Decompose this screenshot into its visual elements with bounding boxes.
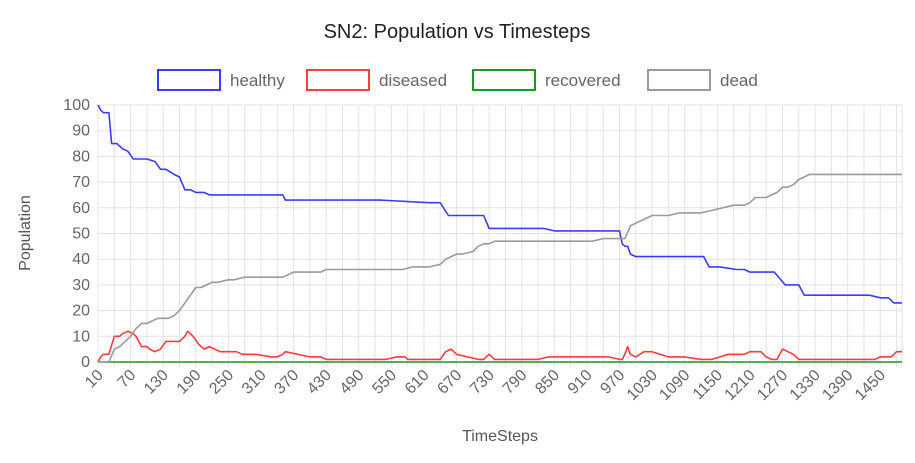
- x-tick-label: 370: [271, 367, 302, 398]
- x-tick-label: 730: [467, 367, 498, 398]
- x-tick-label: 1330: [787, 367, 824, 404]
- y-tick-label: 60: [72, 200, 90, 217]
- chart-title: SN2: Population vs Timesteps: [324, 21, 591, 43]
- x-tick-label: 790: [500, 367, 531, 398]
- legend-swatch-healthy: [157, 69, 221, 91]
- legend: healthy diseased recovered dead: [157, 69, 758, 91]
- x-tick-label: 850: [532, 367, 563, 398]
- legend-swatch-diseased: [306, 69, 370, 91]
- legend-swatch-dead: [647, 69, 711, 91]
- x-axis-ticks: 10 70 130 190 250 310 370 430 490 550 610 670 730 790…: [82, 367, 889, 404]
- x-tick-label: 130: [141, 367, 172, 398]
- x-tick-label: 190: [174, 367, 205, 398]
- y-tick-label: 50: [72, 226, 90, 243]
- y-tick-label: 40: [72, 251, 90, 268]
- x-tick-label: 70: [115, 367, 140, 392]
- x-tick-label: 610: [402, 367, 433, 398]
- x-tick-label: 910: [565, 367, 596, 398]
- x-tick-label: 1270: [754, 367, 791, 404]
- x-axis-title: TimeSteps: [462, 428, 538, 445]
- series-line-diseased: [97, 330, 902, 363]
- y-tick-label: 0: [81, 354, 90, 371]
- y-tick-label: 70: [72, 174, 90, 191]
- y-tick-label: 10: [72, 328, 90, 345]
- x-tick-label: 670: [434, 367, 465, 398]
- x-tick-label: 250: [206, 367, 237, 398]
- x-tick-label: 550: [369, 367, 400, 398]
- series-line-healthy: [97, 104, 902, 304]
- x-tick-label: 310: [239, 367, 270, 398]
- x-tick-label: 430: [304, 367, 335, 398]
- y-tick-label: 100: [63, 97, 90, 114]
- x-tick-label: 490: [337, 367, 368, 398]
- x-tick-label: 1210: [722, 367, 759, 404]
- legend-label-healthy: healthy: [230, 71, 285, 90]
- series-layer: [97, 104, 902, 363]
- series-line-dead: [98, 173, 902, 363]
- x-tick-label: 1450: [852, 367, 889, 404]
- legend-swatch-recovered: [472, 69, 536, 91]
- y-axis-title: Population: [17, 195, 34, 271]
- y-tick-label: 30: [72, 277, 90, 294]
- legend-label-dead: dead: [720, 71, 758, 90]
- y-axis-ticks: 0 10 20 30 40 50 60 70 80 90 100: [63, 97, 90, 371]
- y-tick-label: 20: [72, 303, 90, 320]
- y-tick-label: 90: [72, 123, 90, 140]
- x-tick-label: 1090: [656, 367, 693, 404]
- x-tick-label: 1030: [624, 367, 661, 404]
- x-tick-label: 1390: [819, 367, 856, 404]
- legend-label-diseased: diseased: [379, 71, 447, 90]
- y-tick-label: 80: [72, 148, 90, 165]
- x-tick-label: 1150: [690, 367, 726, 403]
- gridlines: [97, 104, 903, 367]
- legend-label-recovered: recovered: [545, 71, 621, 90]
